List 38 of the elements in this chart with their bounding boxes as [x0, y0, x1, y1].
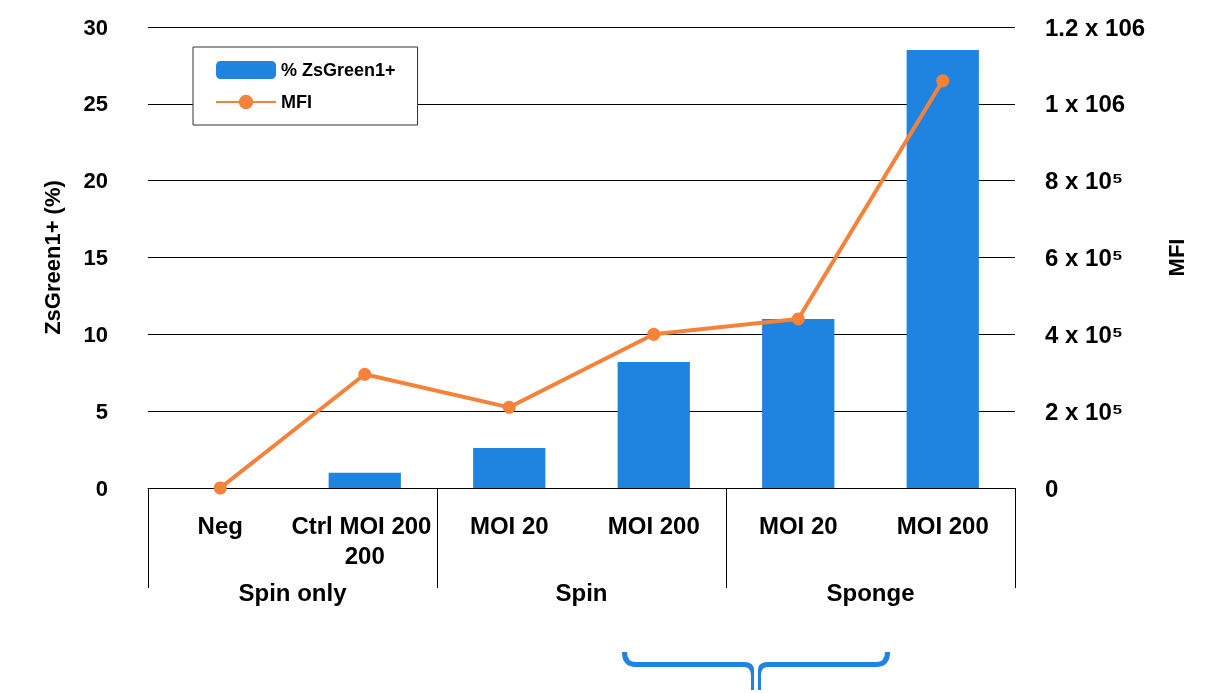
text: Sponge [826, 578, 915, 606]
x-tick-label: MOI 20 [469, 511, 549, 539]
bar [473, 448, 546, 488]
y-tick-label: 0 [95, 475, 108, 501]
y-tick-label: 25 [83, 91, 108, 117]
x-tick-label: MOI 200 [607, 511, 700, 539]
y2-tick-label: 8 x 10⁵ [1045, 167, 1123, 195]
y-tick-label: 15 [83, 245, 108, 270]
y2-tick-label: 2 x 10⁵ [1045, 397, 1123, 425]
text: Spin [555, 578, 608, 606]
y-tick-label: 30 [83, 14, 108, 40]
point [791, 312, 805, 326]
point [502, 400, 516, 414]
x-tick-label: MOI 20 [758, 511, 838, 539]
y2-tick-label: 1 x 106 [1045, 90, 1126, 118]
y-tick-label: 5 [95, 398, 108, 424]
x-tick-label: MOI 200 [896, 511, 989, 539]
bar [762, 318, 835, 488]
bar [906, 50, 979, 488]
point [358, 367, 372, 381]
point [647, 327, 661, 341]
y2-tick-label: 0 [1045, 474, 1059, 502]
x-tick-label: Neg [197, 511, 243, 539]
legend-label: % ZsGreen1+ [281, 60, 396, 80]
point [936, 74, 950, 88]
y2-tick-label: 1.2 x 106 [1045, 13, 1146, 41]
y2-tick-label: 4 x 10⁵ [1045, 320, 1123, 348]
y2-tick-label: 6 x 10⁵ [1045, 244, 1123, 271]
text: Spin only [238, 578, 348, 606]
legend-label: MFI [281, 92, 312, 112]
point [213, 481, 227, 495]
bar [328, 472, 401, 488]
bar [617, 361, 690, 488]
x-tick-label: Ctrl MOI 200 200 [291, 511, 439, 569]
y2-axis-title: MFI [1163, 238, 1189, 277]
y-axis-title: ZsGreen1+ (%) [39, 180, 65, 335]
y-tick-label: 10 [83, 321, 108, 347]
y-tick-label: 20 [83, 168, 108, 194]
